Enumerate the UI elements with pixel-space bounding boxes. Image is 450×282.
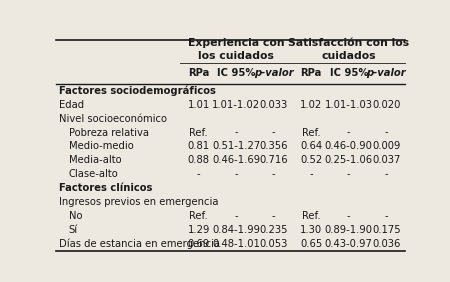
Text: 0.64: 0.64 [300,142,322,151]
Text: IC 95%: IC 95% [329,68,368,78]
Text: 0.65: 0.65 [300,239,322,249]
Text: Medio-medio: Medio-medio [69,142,134,151]
Text: 1.01-1.02: 1.01-1.02 [212,100,261,110]
Text: -: - [272,169,275,179]
Text: 0.037: 0.037 [372,155,400,166]
Text: 0.175: 0.175 [372,225,400,235]
Text: Nivel socioeconómico: Nivel socioeconómico [59,114,167,124]
Text: -: - [234,211,238,221]
Text: 0.053: 0.053 [260,239,288,249]
Text: -: - [384,211,388,221]
Text: 0.46-1.69: 0.46-1.69 [212,155,261,166]
Text: -: - [347,211,351,221]
Text: Días de estancia en emergencia: Días de estancia en emergencia [59,239,220,249]
Text: Media-alto: Media-alto [69,155,122,166]
Text: 0.43-0.97: 0.43-0.97 [325,239,373,249]
Text: 1.01-1.03: 1.01-1.03 [325,100,373,110]
Text: Sí: Sí [69,225,78,235]
Text: 0.69: 0.69 [188,239,210,249]
Text: -: - [310,169,313,179]
Text: 0.020: 0.020 [372,100,400,110]
Text: -: - [272,211,275,221]
Text: Experiencia con
los cuidados: Experiencia con los cuidados [188,38,284,61]
Text: 0.036: 0.036 [372,239,400,249]
Text: 0.716: 0.716 [260,155,288,166]
Text: 0.89-1.90: 0.89-1.90 [325,225,373,235]
Text: -: - [234,169,238,179]
Text: IC 95%: IC 95% [217,68,256,78]
Text: -: - [347,169,351,179]
Text: RPa: RPa [188,68,210,78]
Text: -: - [197,169,201,179]
Text: Edad: Edad [59,100,84,110]
Text: p-valor: p-valor [254,68,293,78]
Text: -: - [384,169,388,179]
Text: Clase-alto: Clase-alto [69,169,118,179]
Text: Factores clínicos: Factores clínicos [59,183,153,193]
Text: Ref.: Ref. [189,127,208,138]
Text: -: - [384,127,388,138]
Text: No: No [69,211,82,221]
Text: 0.51-1.27: 0.51-1.27 [212,142,261,151]
Text: 0.356: 0.356 [260,142,288,151]
Text: Ref.: Ref. [302,127,320,138]
Text: 1.30: 1.30 [300,225,322,235]
Text: 1.01: 1.01 [188,100,210,110]
Text: Ref.: Ref. [189,211,208,221]
Text: 1.29: 1.29 [188,225,210,235]
Text: 0.25-1.06: 0.25-1.06 [325,155,373,166]
Text: 0.46-0.90: 0.46-0.90 [325,142,373,151]
Text: 0.009: 0.009 [372,142,400,151]
Text: 0.52: 0.52 [300,155,322,166]
Text: -: - [272,127,275,138]
Text: 0.235: 0.235 [260,225,288,235]
Text: Ingresos previos en emergencia: Ingresos previos en emergencia [59,197,219,207]
Text: Factores sociodemográficos: Factores sociodemográficos [59,85,216,96]
Text: -: - [347,127,351,138]
Text: RPa: RPa [301,68,322,78]
Text: 1.02: 1.02 [300,100,322,110]
Text: 0.84-1.99: 0.84-1.99 [212,225,260,235]
Text: 0.81: 0.81 [188,142,210,151]
Text: 0.033: 0.033 [260,100,288,110]
Text: Pobreza relativa: Pobreza relativa [69,127,149,138]
Text: -: - [234,127,238,138]
Text: 0.48-1.01: 0.48-1.01 [212,239,260,249]
Text: Satisfacción con los
cuidados: Satisfacción con los cuidados [288,38,410,61]
Text: p-valor: p-valor [366,68,406,78]
Text: Ref.: Ref. [302,211,320,221]
Text: 0.88: 0.88 [188,155,210,166]
